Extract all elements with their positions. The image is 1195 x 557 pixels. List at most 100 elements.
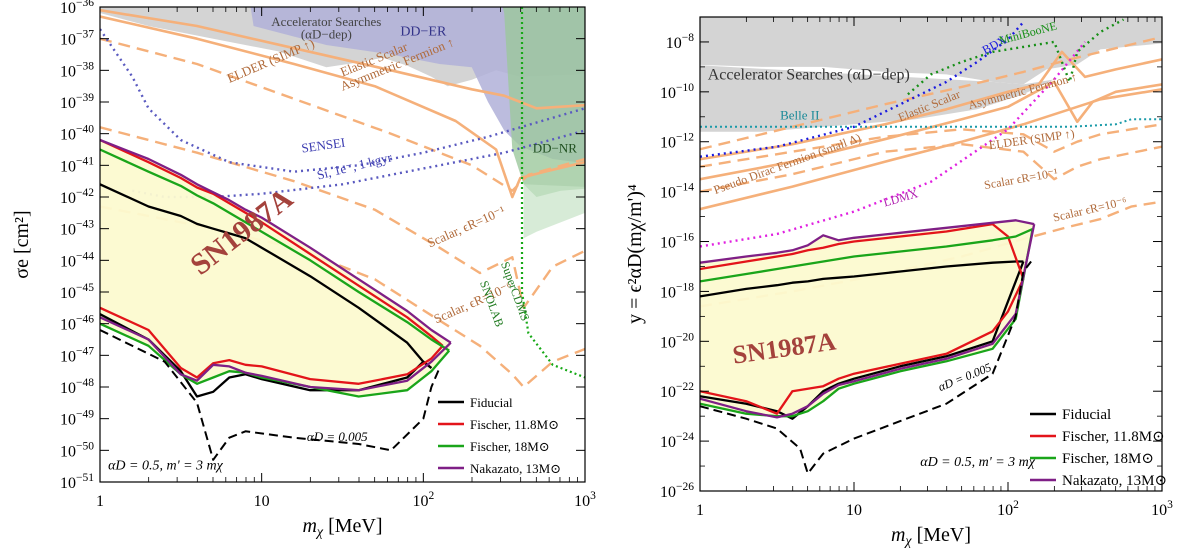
accelerator-lower-region — [700, 65, 1055, 132]
plot-area — [700, 17, 1162, 491]
param-note: αD = 0.5, m' = 3 mχ — [108, 458, 224, 473]
legend: Fiducial Fischer, 11.8M⊙ Fischer, 18M⊙ Naka… — [1030, 407, 1167, 489]
scalar-eps1-curve — [100, 126, 585, 309]
y-tick-label: 10−8 — [666, 32, 694, 52]
y-tick-label: 10−37 — [60, 29, 94, 49]
y-tick-label: 10−24 — [660, 431, 694, 451]
x-tick-label: 10 — [846, 502, 862, 519]
y-tick-label: 10−41 — [60, 155, 94, 175]
y-tick-label: 10−51 — [60, 472, 94, 492]
scalar-eps1-curve — [700, 143, 1162, 193]
scalar-eps6-curve — [100, 205, 585, 389]
legend-label: Fiducial — [1062, 407, 1111, 423]
accelerator-label-2: (αD−dep) — [301, 27, 352, 42]
nakazato-13m--lower-curve — [700, 223, 1036, 419]
y-tick-label: 10−26 — [660, 481, 694, 501]
y-tick-label: 10−20 — [660, 331, 694, 351]
y-tick-label: 10−45 — [60, 282, 94, 302]
axes: 1 10 102 103 10−51 10−50 10−49 10−48 10−47 10−46 1… — [60, 0, 596, 510]
y-tick-label: 10−43 — [60, 219, 94, 239]
fischer-11-8m--lower-curve — [700, 278, 1025, 415]
fischer-11-8m--upper-curve — [100, 138, 444, 347]
nakazato-13m--upper-curve — [700, 219, 1035, 264]
asymmetric-fermion-curve — [700, 80, 1162, 181]
x-axis-label: mχ [MeV] — [302, 515, 382, 540]
elastic-scalar-curve — [100, 8, 585, 110]
x-tick-label: 102 — [997, 499, 1019, 519]
y-tick-label: 10−47 — [60, 345, 94, 365]
sensei-curve — [100, 28, 585, 173]
y-tick-label: 10−16 — [660, 232, 694, 252]
alpha-d-0005-curve — [700, 260, 1032, 475]
fiducial-lower-curve — [700, 261, 1025, 420]
accelerator-label: Accelerator Searches — [271, 14, 381, 29]
y-tick-label: 10−44 — [60, 250, 94, 270]
y-tick-label: 10−42 — [60, 187, 94, 207]
dd-er-region — [250, 7, 585, 164]
legend-label: Fischer, 11.8M⊙ — [470, 417, 559, 432]
ldmx-curve — [700, 41, 1086, 248]
sn1987a-region — [100, 140, 451, 397]
x-axis-label: mχ [MeV] — [891, 524, 971, 549]
plot-frame — [99, 6, 586, 483]
y-tick-label: 10−12 — [660, 132, 694, 152]
legend-label: Fischer, 18M⊙ — [470, 439, 550, 454]
sensei-label: SENSEI — [300, 135, 346, 156]
dd-nr-region — [502, 7, 585, 197]
legend-label: Fischer, 18M⊙ — [1062, 451, 1154, 467]
y-tick-label: 10−48 — [60, 377, 94, 397]
y-tick-label: 10−40 — [60, 124, 94, 144]
y-axis-label: y = ϵ²αD(mχ/m')⁴ — [624, 184, 646, 324]
belle-ii-label: Belle II — [780, 107, 819, 122]
fischer-18m--upper-curve — [700, 228, 1034, 283]
x-tick-label: 1 — [696, 502, 704, 519]
elastic-scalar-curve — [700, 50, 1162, 161]
fischer-18m--lower-curve — [700, 228, 1034, 418]
x-tick-label: 103 — [1151, 499, 1173, 519]
legend: Fiducial Fischer, 11.8M⊙ Fischer, 18M⊙ Naka… — [438, 395, 561, 476]
y-tick-label: 10−22 — [660, 381, 694, 401]
dd-nr-lower-region — [523, 184, 585, 239]
fiducial-upper-curve — [100, 183, 433, 369]
y-tick-label: 10−49 — [60, 409, 94, 429]
alpha-d-0005-curve — [100, 329, 441, 461]
y-tick-label: 10−10 — [660, 82, 694, 102]
y-tick-label: 10−46 — [60, 314, 94, 334]
x-tick-label: 10 — [254, 493, 270, 510]
x-tick-label: 1 — [96, 493, 104, 510]
y-tick-label: 10−14 — [660, 182, 694, 202]
alpha-d-label: αD = 0.005 — [307, 429, 368, 444]
y-tick-label: 10−39 — [60, 92, 94, 112]
dd-nr-label: DD−NR — [533, 141, 577, 156]
right-chart-panel: 1 10 102 103 10−26 10−24 10−22 10−20 10−18 10−16 1… — [624, 16, 1173, 549]
x-tick-label: 102 — [412, 490, 434, 510]
y-tick-label: 10−50 — [60, 440, 94, 460]
plot-area — [100, 7, 585, 482]
y-axis-label: σe [cm²] — [11, 210, 33, 278]
fischer-18m--upper-curve — [100, 148, 450, 352]
legend-label: Nakazato, 13M⊙ — [470, 461, 561, 476]
legend-label: Fischer, 11.8M⊙ — [1062, 429, 1165, 445]
legend-label: Nakazato, 13M⊙ — [1062, 473, 1167, 489]
dd-er-label: DD−ER — [400, 25, 447, 40]
fiducial-upper-curve — [700, 260, 1024, 298]
left-chart-panel: 1 10 102 103 10−51 10−50 10−49 10−48 10−47 10−46 1… — [11, 0, 596, 540]
bdx-curve — [700, 21, 1025, 158]
y-tick-label: 10−36 — [60, 0, 94, 17]
x-tick-label: 103 — [574, 490, 596, 510]
fiducial-lower-curve — [100, 313, 433, 398]
plot-frame — [699, 16, 1163, 492]
nakazato-13m--lower-curve — [100, 316, 452, 392]
accelerator-region — [700, 17, 1162, 85]
param-note: αD = 0.5, m' = 3 mχ — [920, 455, 1036, 470]
elder-curve — [700, 123, 1162, 168]
y-tick-label: 10−18 — [660, 281, 694, 301]
fischer-11-8m--upper-curve — [700, 222, 1025, 280]
y-tick-label: 10−38 — [60, 60, 94, 80]
legend-label: Fiducial — [470, 395, 513, 410]
sn1987a-region — [700, 220, 1035, 417]
axes: 1 10 102 103 10−26 10−24 10−22 10−20 10−18 10−16 1… — [660, 16, 1173, 519]
accelerator-label: Accelerator Searches (αD−dep) — [708, 66, 910, 83]
supercdms-curve — [520, 7, 585, 379]
fischer-11-8m--lower-curve — [100, 306, 444, 385]
